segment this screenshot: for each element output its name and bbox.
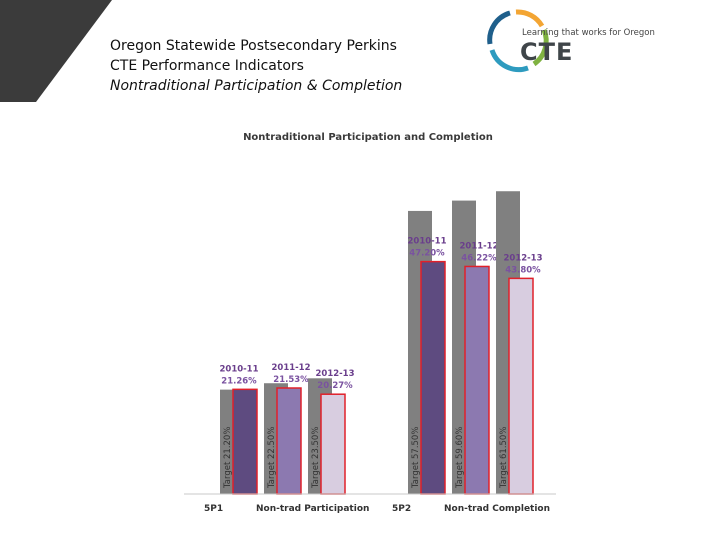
cte-logo [487, 9, 549, 73]
target-label: Target 22.50% [267, 427, 277, 489]
logo-arc-green [532, 29, 549, 67]
target-label: Target 59.60% [455, 427, 465, 489]
actual-bar [320, 393, 346, 495]
year-label: 2010-11 [407, 237, 446, 247]
target-label: Target 61.50% [499, 427, 509, 489]
slide-title: Oregon Statewide Postsecondary Perkins C… [110, 36, 402, 96]
value-label: 47.20% [409, 249, 445, 259]
year-label: 2010-11 [219, 364, 258, 374]
year-label: 2011-12 [459, 241, 498, 251]
value-label: 20.27% [317, 381, 353, 391]
year-label: 2012-13 [315, 369, 354, 379]
target-label: Target 23.50% [311, 427, 321, 489]
value-label: 46.22% [461, 253, 497, 263]
value-label: 21.26% [221, 376, 257, 386]
chart-title: Nontraditional Participation and Complet… [243, 132, 493, 143]
logo-arc-blue [489, 49, 529, 73]
group-code-label: 5P1 [204, 504, 223, 514]
actual-bar [276, 387, 302, 495]
year-label: 2011-12 [271, 363, 310, 373]
title-line-1: Oregon Statewide Postsecondary Perkins [110, 38, 397, 54]
title-line-3: Nontraditional Participation & Completio… [110, 78, 403, 94]
logo-tagline: Learning that works for Oregon [522, 28, 655, 38]
actual-bar [464, 265, 490, 495]
group-name-label: Non-trad Completion [444, 504, 550, 514]
logo-arc-navy [487, 10, 511, 45]
group-name-label: Non-trad Participation [256, 504, 369, 514]
year-label: 2012-13 [503, 253, 542, 263]
actual-bar [508, 277, 534, 495]
logo-wordmark: CTE [520, 38, 574, 66]
value-label: 43.80% [505, 265, 541, 275]
corner-decoration [0, 0, 112, 102]
nontrad-bar-chart: Nontraditional Participation and Complet… [184, 132, 556, 514]
target-label: Target 21.20% [223, 427, 233, 489]
target-label: Target 57.50% [411, 427, 421, 489]
actual-bar [232, 388, 258, 495]
title-line-2: CTE Performance Indicators [110, 58, 304, 74]
group-code-label: 5P2 [392, 504, 411, 514]
logo-arc-orange [515, 9, 545, 28]
actual-bar [420, 260, 446, 495]
value-label: 21.53% [273, 375, 309, 385]
